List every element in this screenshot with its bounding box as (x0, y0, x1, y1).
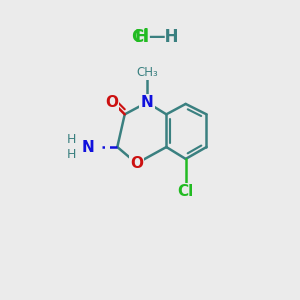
Text: N: N (81, 140, 94, 154)
Text: Cl: Cl (130, 28, 148, 46)
Text: Cl: Cl (178, 184, 194, 199)
Text: H: H (67, 133, 76, 146)
Text: N: N (141, 95, 153, 110)
Text: O: O (130, 156, 143, 171)
Text: —H: —H (148, 28, 179, 46)
Text: H: H (135, 28, 148, 46)
Text: H: H (67, 148, 76, 161)
Text: CH₃: CH₃ (136, 66, 158, 79)
Text: O: O (105, 95, 118, 110)
